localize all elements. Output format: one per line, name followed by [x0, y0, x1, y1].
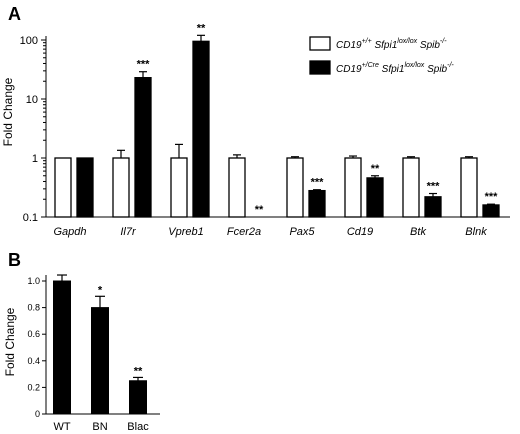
panel-a-category-label: Gapdh [53, 226, 86, 238]
legend-superscript: lox/lox [397, 38, 417, 45]
panel-a-bar [460, 157, 478, 218]
legend-text: CD19 [336, 40, 362, 51]
panel-a-bar [424, 196, 442, 218]
panel-a-bar [228, 157, 246, 218]
panel-b-bar [53, 280, 71, 415]
legend-superscript: -/- [440, 38, 447, 45]
panel-a-bar [76, 157, 94, 218]
panel-b-significance: ** [134, 365, 143, 377]
legend-text: Sfpi1 [379, 64, 405, 75]
panel-b-ytick-label: 0.4 [27, 356, 40, 366]
panel-a-bar [170, 157, 188, 218]
panel-a-category-label: Pax5 [289, 226, 315, 238]
panel-a-significance: *** [485, 191, 499, 203]
panel-a-legend: CD19+/+ Sfpi1lox/lox Spib-/-CD19+/Cre Sf… [309, 36, 454, 75]
legend-swatch [309, 60, 331, 75]
panel-b-label: B [8, 250, 21, 270]
panel-a-label: A [8, 4, 21, 24]
legend-label: CD19+/+ Sfpi1lox/lox Spib-/- [336, 38, 447, 51]
panel-b-ytick-label: 1.0 [27, 276, 40, 286]
panel-a-significance: ** [371, 163, 380, 175]
panel-b-ytick-label: 0 [35, 409, 40, 419]
panel-a-ytick-label: 1 [32, 153, 38, 165]
legend-text: CD19 [336, 64, 362, 75]
panel-a-bar [308, 189, 326, 218]
panel-a-ytick-label: 100 [20, 35, 38, 47]
panel-a-significance: *** [427, 181, 441, 193]
panel-a-bar [366, 177, 384, 218]
panel-a-bar [402, 157, 420, 218]
panel-a-bars: ****************** [54, 22, 500, 218]
panel-b-category-label: Blac [127, 421, 149, 433]
panel-a-bar [112, 157, 130, 218]
legend-superscript: lox/lox [404, 62, 424, 69]
legend-superscript: +/+ [362, 38, 372, 45]
panel-a-bar [482, 204, 500, 218]
panel-a-significance: ** [255, 204, 264, 216]
panel-a-significance: *** [137, 59, 151, 71]
panel-b-bars: *** [53, 274, 147, 415]
panel-a-category-label: Fcer2a [227, 226, 261, 238]
panel-b-ytick-label: 0.6 [27, 329, 40, 339]
panel-b-bar [91, 307, 109, 415]
panel-a-category-label: Il7r [120, 226, 137, 238]
legend-swatch [309, 36, 331, 51]
panel-a-significance: *** [311, 177, 325, 189]
panel-a-bar [344, 157, 362, 218]
panel-a-bar [54, 157, 72, 218]
panel-b-axes: 0 0.2 0.4 0.6 0.8 1.0 WT BN Blac [27, 275, 160, 433]
legend-superscript: +/Cre [362, 62, 379, 69]
panel-b-ytick-label: 0.8 [27, 303, 40, 313]
legend-text: Spib [424, 64, 447, 75]
legend-text: Sfpi1 [372, 40, 398, 51]
panel-a-ylabel: Fold Change [1, 77, 15, 146]
panel-b-bar [129, 380, 147, 415]
panel-a-category-label: Cd19 [347, 226, 373, 238]
panel-a-significance: ** [197, 22, 206, 34]
panel-a-ytick-label: 10 [26, 94, 38, 106]
legend-text: Spib [417, 40, 440, 51]
panel-b-significance: * [98, 284, 103, 296]
panel-a-category-label: Vpreb1 [168, 226, 203, 238]
panel-a-bar [286, 157, 304, 218]
panel-a-bar [134, 77, 152, 218]
panel-a-category-label: Blnk [465, 226, 487, 238]
panel-a-bar [192, 40, 210, 218]
panel-b-ytick-label: 0.2 [27, 382, 40, 392]
legend-label: CD19+/Cre Sfpi1lox/lox Spib-/- [336, 62, 454, 75]
panel-b-category-label: BN [92, 421, 107, 433]
panel-b-category-label: WT [53, 421, 70, 433]
panel-b-ylabel: Fold Change [3, 307, 17, 376]
legend-superscript: -/- [447, 62, 454, 69]
panel-a-ytick-label: 0.1 [23, 212, 38, 224]
panel-a-category-label: Btk [410, 226, 426, 238]
